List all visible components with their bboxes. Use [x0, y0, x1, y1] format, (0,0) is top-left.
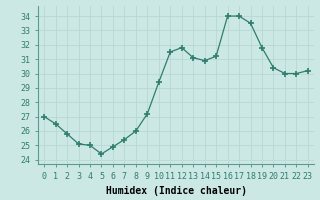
X-axis label: Humidex (Indice chaleur): Humidex (Indice chaleur) — [106, 186, 246, 196]
